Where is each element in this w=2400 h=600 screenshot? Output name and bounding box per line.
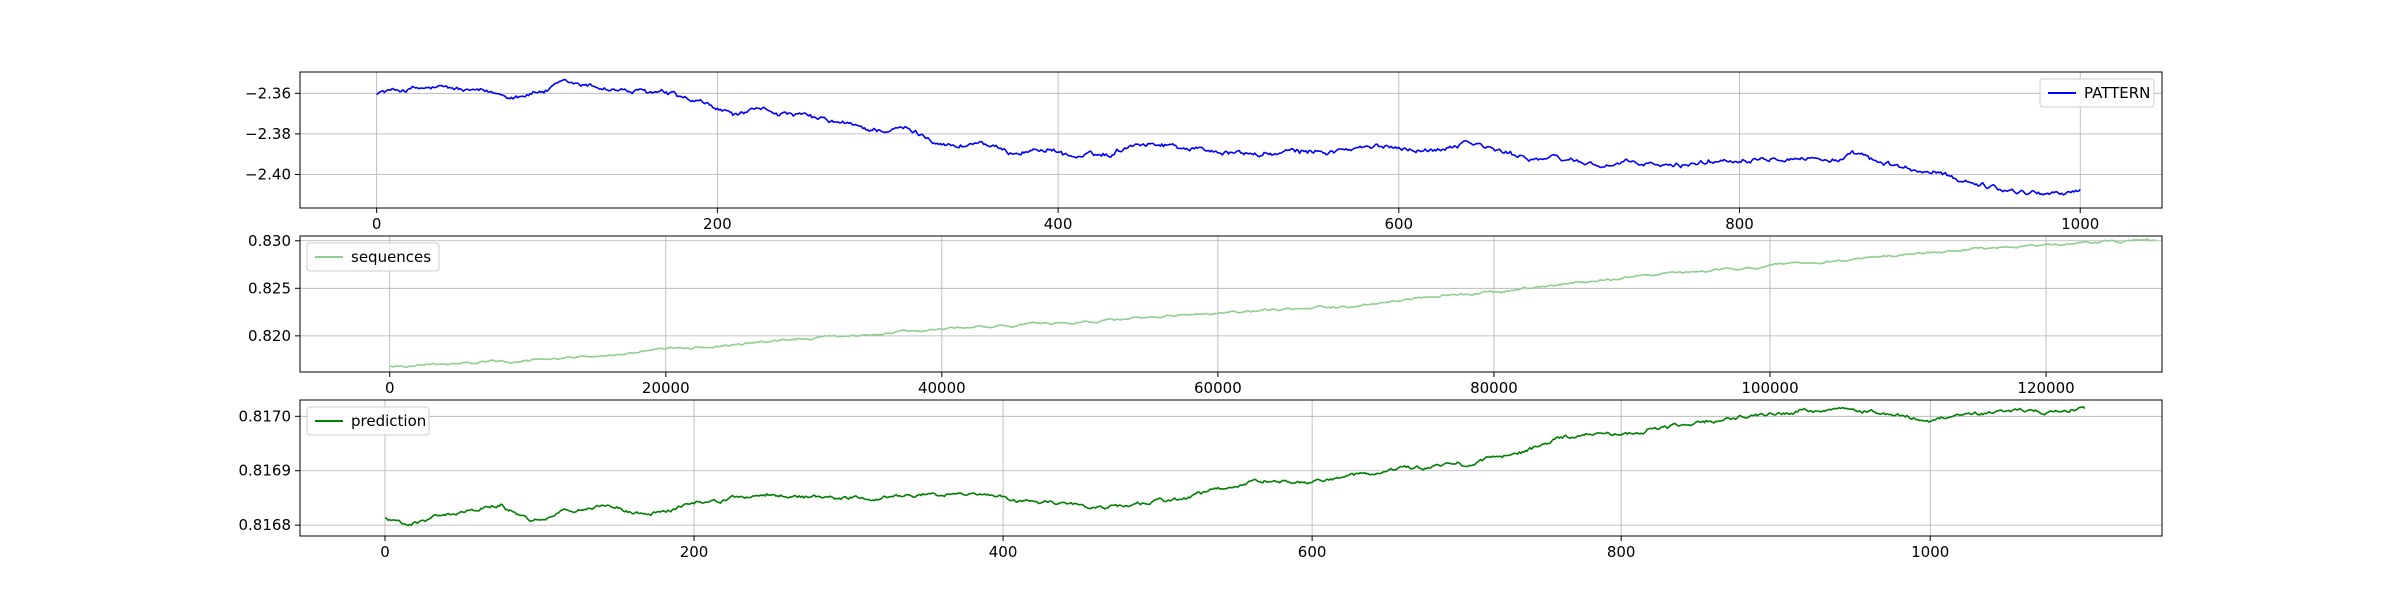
pattern-panel: 0 200 400 600 800 1000 −2.36 −2.38 −2.40 PATTERN (245, 71, 2163, 233)
x-tick-label: 1000 (1911, 543, 1949, 561)
legend-box (2039, 78, 2155, 108)
plot-area (300, 400, 2162, 536)
prediction-panel: 0 200 400 600 800 1000 0.8168 0.8169 0.8170 predi… (239, 399, 2163, 561)
y-tick-label: −2.36 (245, 84, 291, 102)
x-tick-label: 200 (703, 215, 732, 233)
y-tick-label: 0.8168 (239, 516, 292, 534)
series-line-pattern (376, 78, 2081, 196)
legend-label: PATTERN (2084, 84, 2150, 102)
y-tick-label: 0.820 (248, 327, 291, 345)
x-tick-label: 400 (1044, 215, 1073, 233)
x-tick-label: 1000 (2061, 215, 2099, 233)
y-tick-label: 0.825 (248, 279, 291, 297)
legend-label: sequences (351, 248, 431, 266)
y-tick-label: −2.40 (245, 166, 291, 184)
x-tick-label: 600 (1384, 215, 1413, 233)
legend: PATTERN (2039, 78, 2155, 108)
axes-frame (299, 399, 2163, 537)
x-tick-label: 600 (1298, 543, 1327, 561)
axes-frame (299, 71, 2163, 209)
x-tick-label: 0 (372, 215, 382, 233)
series-line-prediction (384, 405, 2086, 527)
y-tick-label: 0.8169 (239, 462, 292, 480)
sequences-panel: 0 20000 40000 60000 80000 100000 120000 0.820 0.… (248, 232, 2163, 397)
axes-frame (299, 235, 2163, 373)
y-tick-label: 0.830 (248, 232, 291, 250)
series-line-sequences (389, 238, 2157, 368)
legend: prediction (306, 406, 430, 436)
x-tick-label: 200 (680, 543, 709, 561)
x-tick-label: 0 (380, 543, 390, 561)
x-tick-label: 60000 (1194, 379, 1242, 397)
x-tick-label: 800 (1725, 215, 1754, 233)
x-tick-label: 400 (989, 543, 1018, 561)
x-tick-label: 100000 (1741, 379, 1798, 397)
y-tick-label: 0.8170 (239, 407, 292, 425)
legend-label: prediction (351, 412, 426, 430)
x-tick-label: 20000 (642, 379, 690, 397)
x-tick-label: 0 (385, 379, 395, 397)
y-tick-label: −2.38 (245, 125, 291, 143)
legend: sequences (306, 242, 440, 272)
legend-box (306, 242, 440, 272)
x-tick-label: 80000 (1470, 379, 1518, 397)
x-tick-label: 40000 (918, 379, 966, 397)
legend-box (306, 406, 430, 436)
plot-area (300, 236, 2162, 372)
plot-area (300, 72, 2162, 208)
x-tick-label: 120000 (2017, 379, 2074, 397)
x-tick-label: 800 (1607, 543, 1636, 561)
